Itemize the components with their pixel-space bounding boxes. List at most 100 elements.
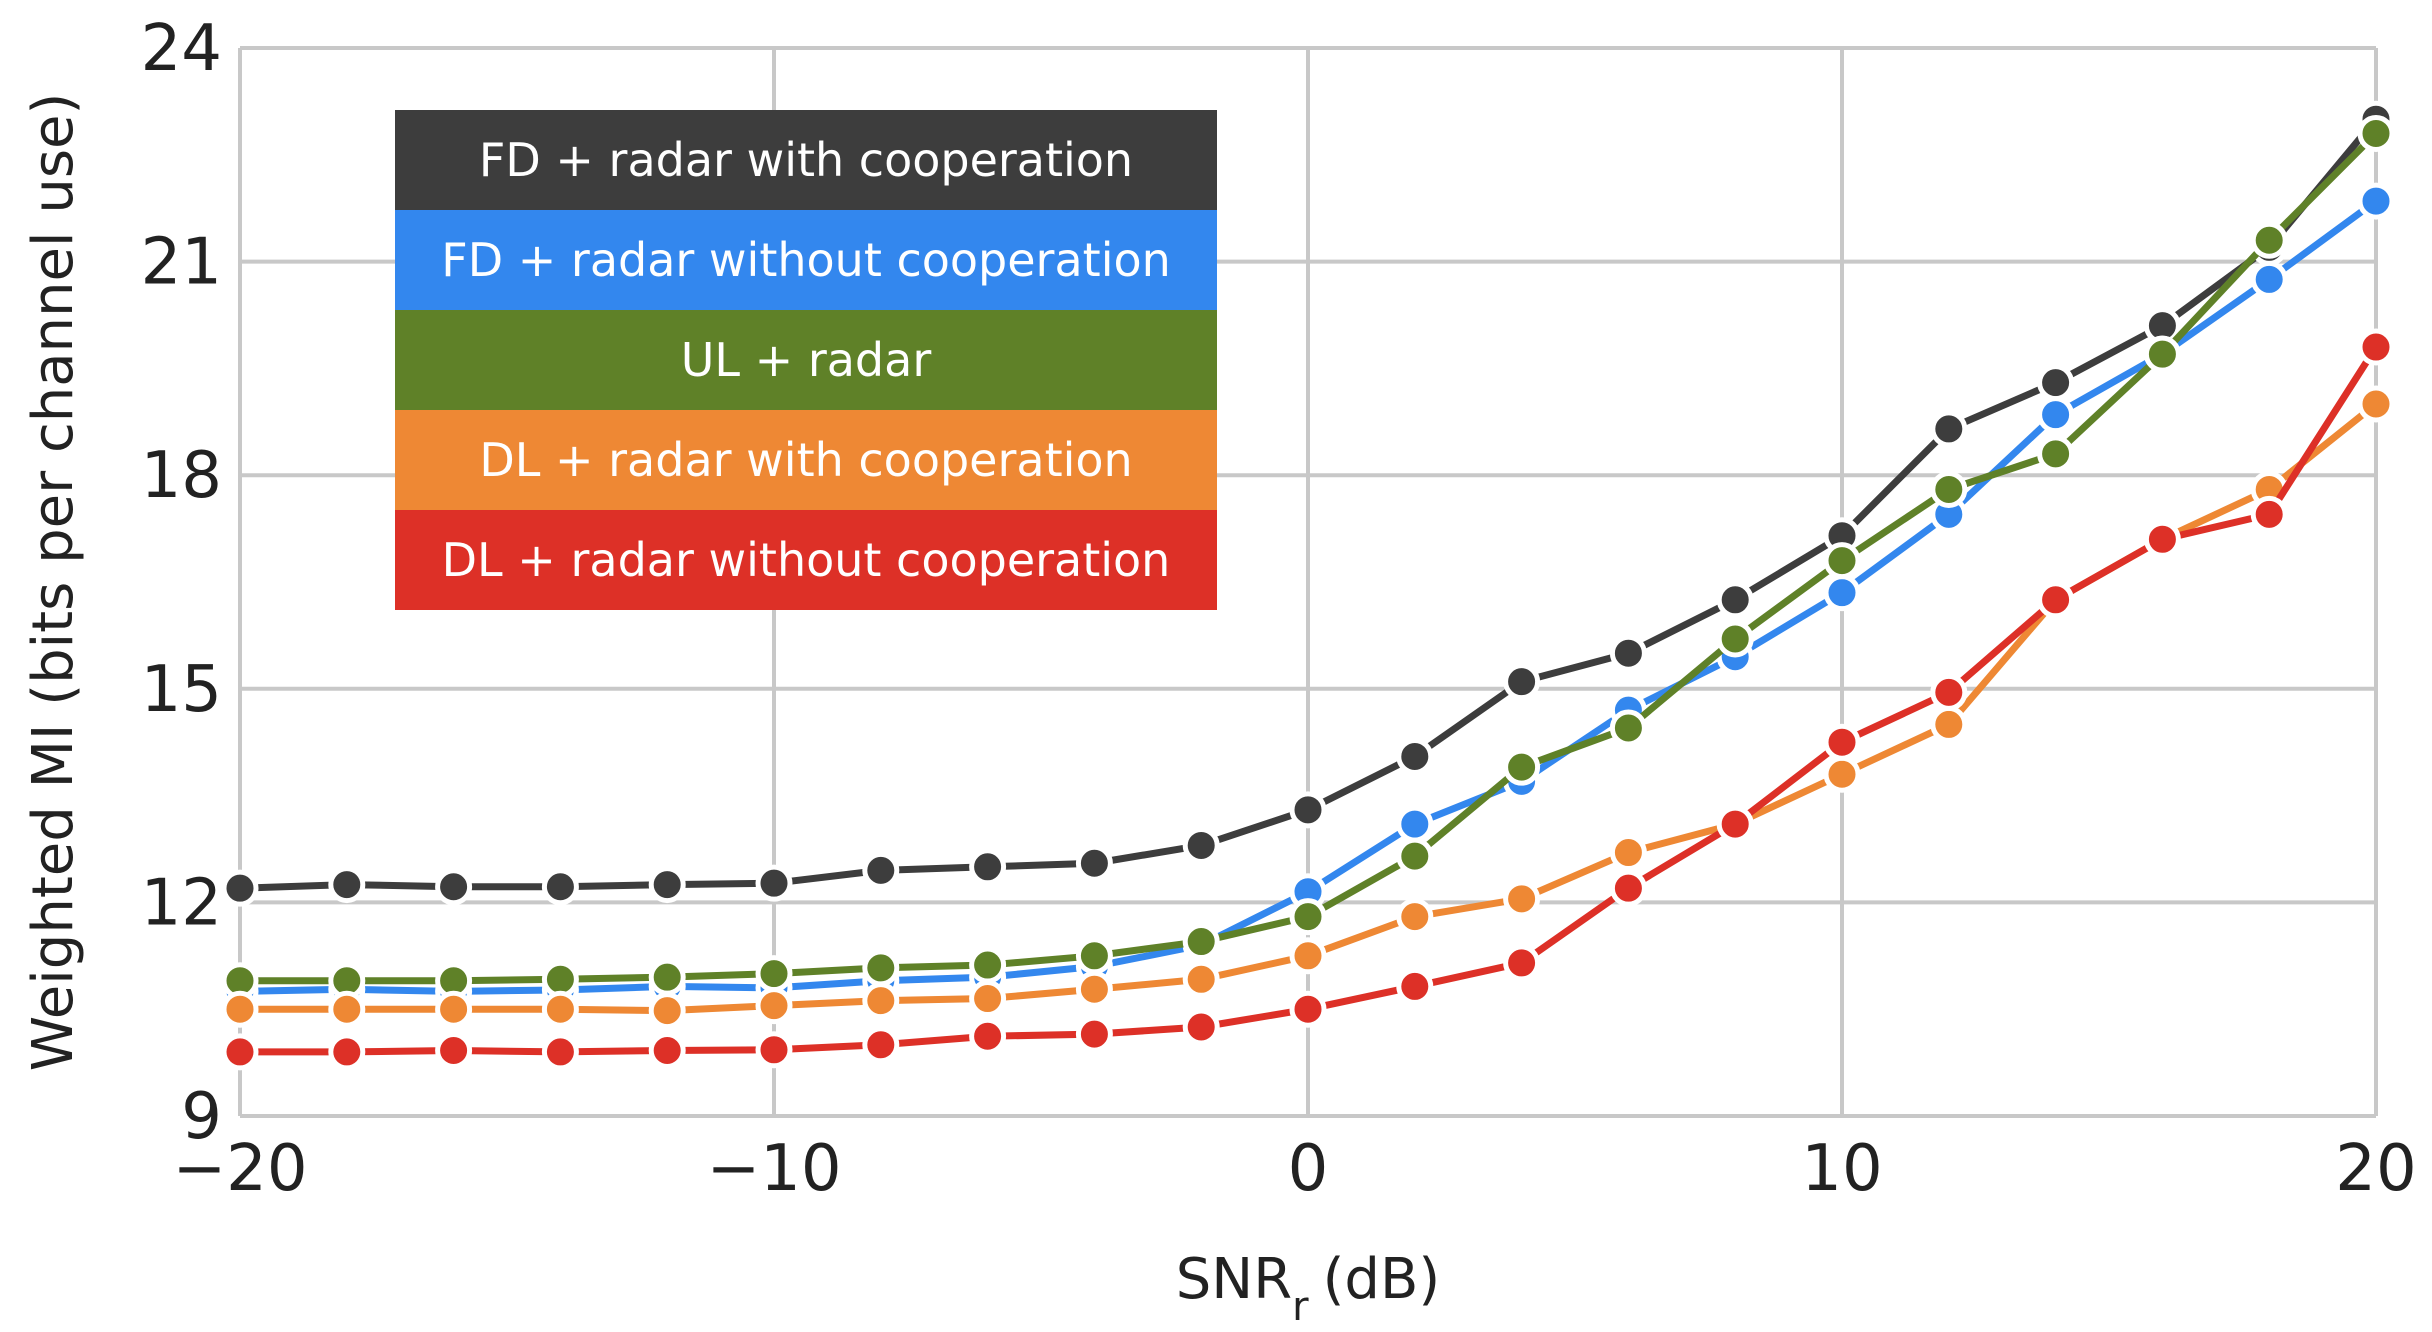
data-point [2037,435,2075,473]
data-point [1823,755,1861,793]
data-point [969,848,1007,886]
data-point [648,866,686,904]
data-point [755,864,793,902]
data-point [1716,581,1754,619]
data-point [969,980,1007,1018]
y-tick-label: 18 [141,439,222,513]
data-point [755,1031,793,1069]
x-axis-title-main: SNR [1176,1247,1292,1312]
data-point [1182,1008,1220,1046]
data-point [2037,364,2075,402]
data-point [221,1033,259,1071]
series-5 [221,328,2395,1071]
legend-label: DL + radar without cooperation [442,533,1171,587]
data-point [1823,542,1861,580]
data-point [2357,182,2395,220]
data-point [541,990,579,1028]
data-point [435,868,473,906]
data-point [221,869,259,907]
data-point [2037,581,2075,619]
series-layer [221,100,2395,1071]
data-point [2250,260,2288,298]
data-point [1396,805,1434,843]
data-point [862,1026,900,1064]
y-tick-label: 24 [141,12,222,86]
x-axis-title: SNRr (dB) [1176,1247,1440,1330]
data-point [862,949,900,987]
data-point [1609,869,1647,907]
data-point [969,1017,1007,1055]
data-point [2250,495,2288,533]
data-point [328,866,366,904]
data-point [1289,898,1327,936]
data-point [1182,826,1220,864]
legend-item: FD + radar with cooperation [395,110,1217,210]
data-point [1930,705,1968,743]
data-point [755,987,793,1025]
legend-label: DL + radar with cooperation [479,433,1132,487]
x-axis-title-subscript: r [1292,1284,1309,1330]
data-point [541,1033,579,1071]
data-point [541,868,579,906]
data-point [755,955,793,993]
data-point [1930,673,1968,711]
legend-label: FD + radar without cooperation [441,233,1171,287]
data-point [2250,221,2288,259]
y-tick-label: 15 [141,653,222,727]
x-tick-label: −20 [172,1132,307,1206]
data-point [2037,396,2075,434]
data-point [2357,328,2395,366]
x-tick-label: −10 [706,1132,841,1206]
data-point [1289,791,1327,829]
x-tick-label: 10 [1801,1132,1882,1206]
legend-swatch [395,410,1217,510]
data-point [1609,709,1647,747]
data-point [648,1031,686,1069]
data-point [1182,923,1220,961]
data-point [221,990,259,1028]
x-axis-title-unit: (dB) [1323,1247,1441,1312]
legend-label: FD + radar with cooperation [479,133,1133,187]
data-point [1716,805,1754,843]
legend-item: FD + radar without cooperation [395,210,1217,310]
series-3 [221,114,2395,1000]
tick-labels: −20 −10 0 10 20 9 12 15 18 21 24 [141,12,2417,1206]
data-point [1075,844,1113,882]
data-point [1930,410,1968,448]
data-point [328,990,366,1028]
x-tick-label: 0 [1288,1132,1329,1206]
data-point [1823,723,1861,761]
data-point [1716,620,1754,658]
data-point [1503,748,1541,786]
data-point [328,1033,366,1071]
y-tick-label: 12 [141,866,222,940]
data-point [1823,574,1861,612]
data-point [2143,335,2181,373]
data-point [541,960,579,998]
legend-swatch [395,510,1217,610]
data-point [862,982,900,1020]
data-point [1396,967,1434,1005]
data-point [2357,114,2395,152]
data-point [1289,937,1327,975]
data-point [1075,937,1113,975]
data-point [435,1031,473,1069]
data-point [1396,898,1434,936]
y-tick-label: 21 [141,226,222,300]
legend-swatch [395,110,1217,210]
data-point [2357,385,2395,423]
legend-item: DL + radar without cooperation [395,510,1217,610]
data-point [1503,663,1541,701]
data-point [1182,960,1220,998]
data-point [648,992,686,1030]
data-point [1503,944,1541,982]
grid [238,46,2378,1118]
data-point [1609,834,1647,872]
legend-label: UL + radar [681,333,932,387]
data-point [1609,634,1647,672]
data-point [2143,520,2181,558]
data-point [862,851,900,889]
data-point [1503,880,1541,918]
x-tick-label: 20 [2335,1132,2416,1206]
data-point [1930,470,1968,508]
